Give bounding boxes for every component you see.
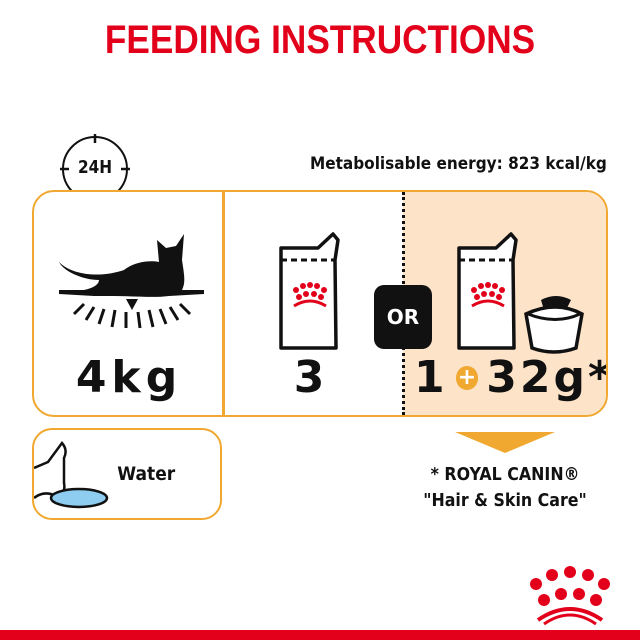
pouch-and-bowl-icon: [457, 232, 584, 354]
footnote-product: "Hair & Skin Care": [423, 490, 587, 511]
plus-icon: +: [455, 365, 479, 390]
metabolisable-energy: Metabolisable energy: 823 kcal/kg: [310, 154, 607, 174]
page-title: FEEDING INSTRUCTIONS: [104, 18, 536, 62]
cat-lying-icon: [59, 234, 204, 329]
mixed-pouch-count: 1: [414, 352, 448, 403]
feeding-table: OR 4kg 3 1 + 32g*: [32, 190, 608, 417]
or-badge: OR: [374, 285, 432, 349]
mixed-feeding-amount: 1 + 32g*: [414, 352, 608, 403]
arrow-down-icon: [455, 432, 555, 453]
water-box: Water: [32, 428, 222, 520]
wet-pouch-count: 3: [293, 352, 325, 403]
footnote: * ROYAL CANIN® "Hair & Skin Care": [413, 462, 598, 514]
brand-bar: [0, 630, 640, 640]
dry-food-grams: 32g*: [486, 352, 608, 403]
pouch-icon: [279, 232, 340, 350]
cat-drinking-icon: [34, 440, 109, 509]
divider: [222, 192, 225, 415]
royal-canin-crown-logo: [530, 566, 610, 626]
clock-label: 24H: [77, 157, 113, 178]
footnote-brand: * ROYAL CANIN®: [430, 464, 580, 485]
cat-weight: 4kg: [75, 352, 183, 403]
water-label: Water: [117, 463, 176, 485]
